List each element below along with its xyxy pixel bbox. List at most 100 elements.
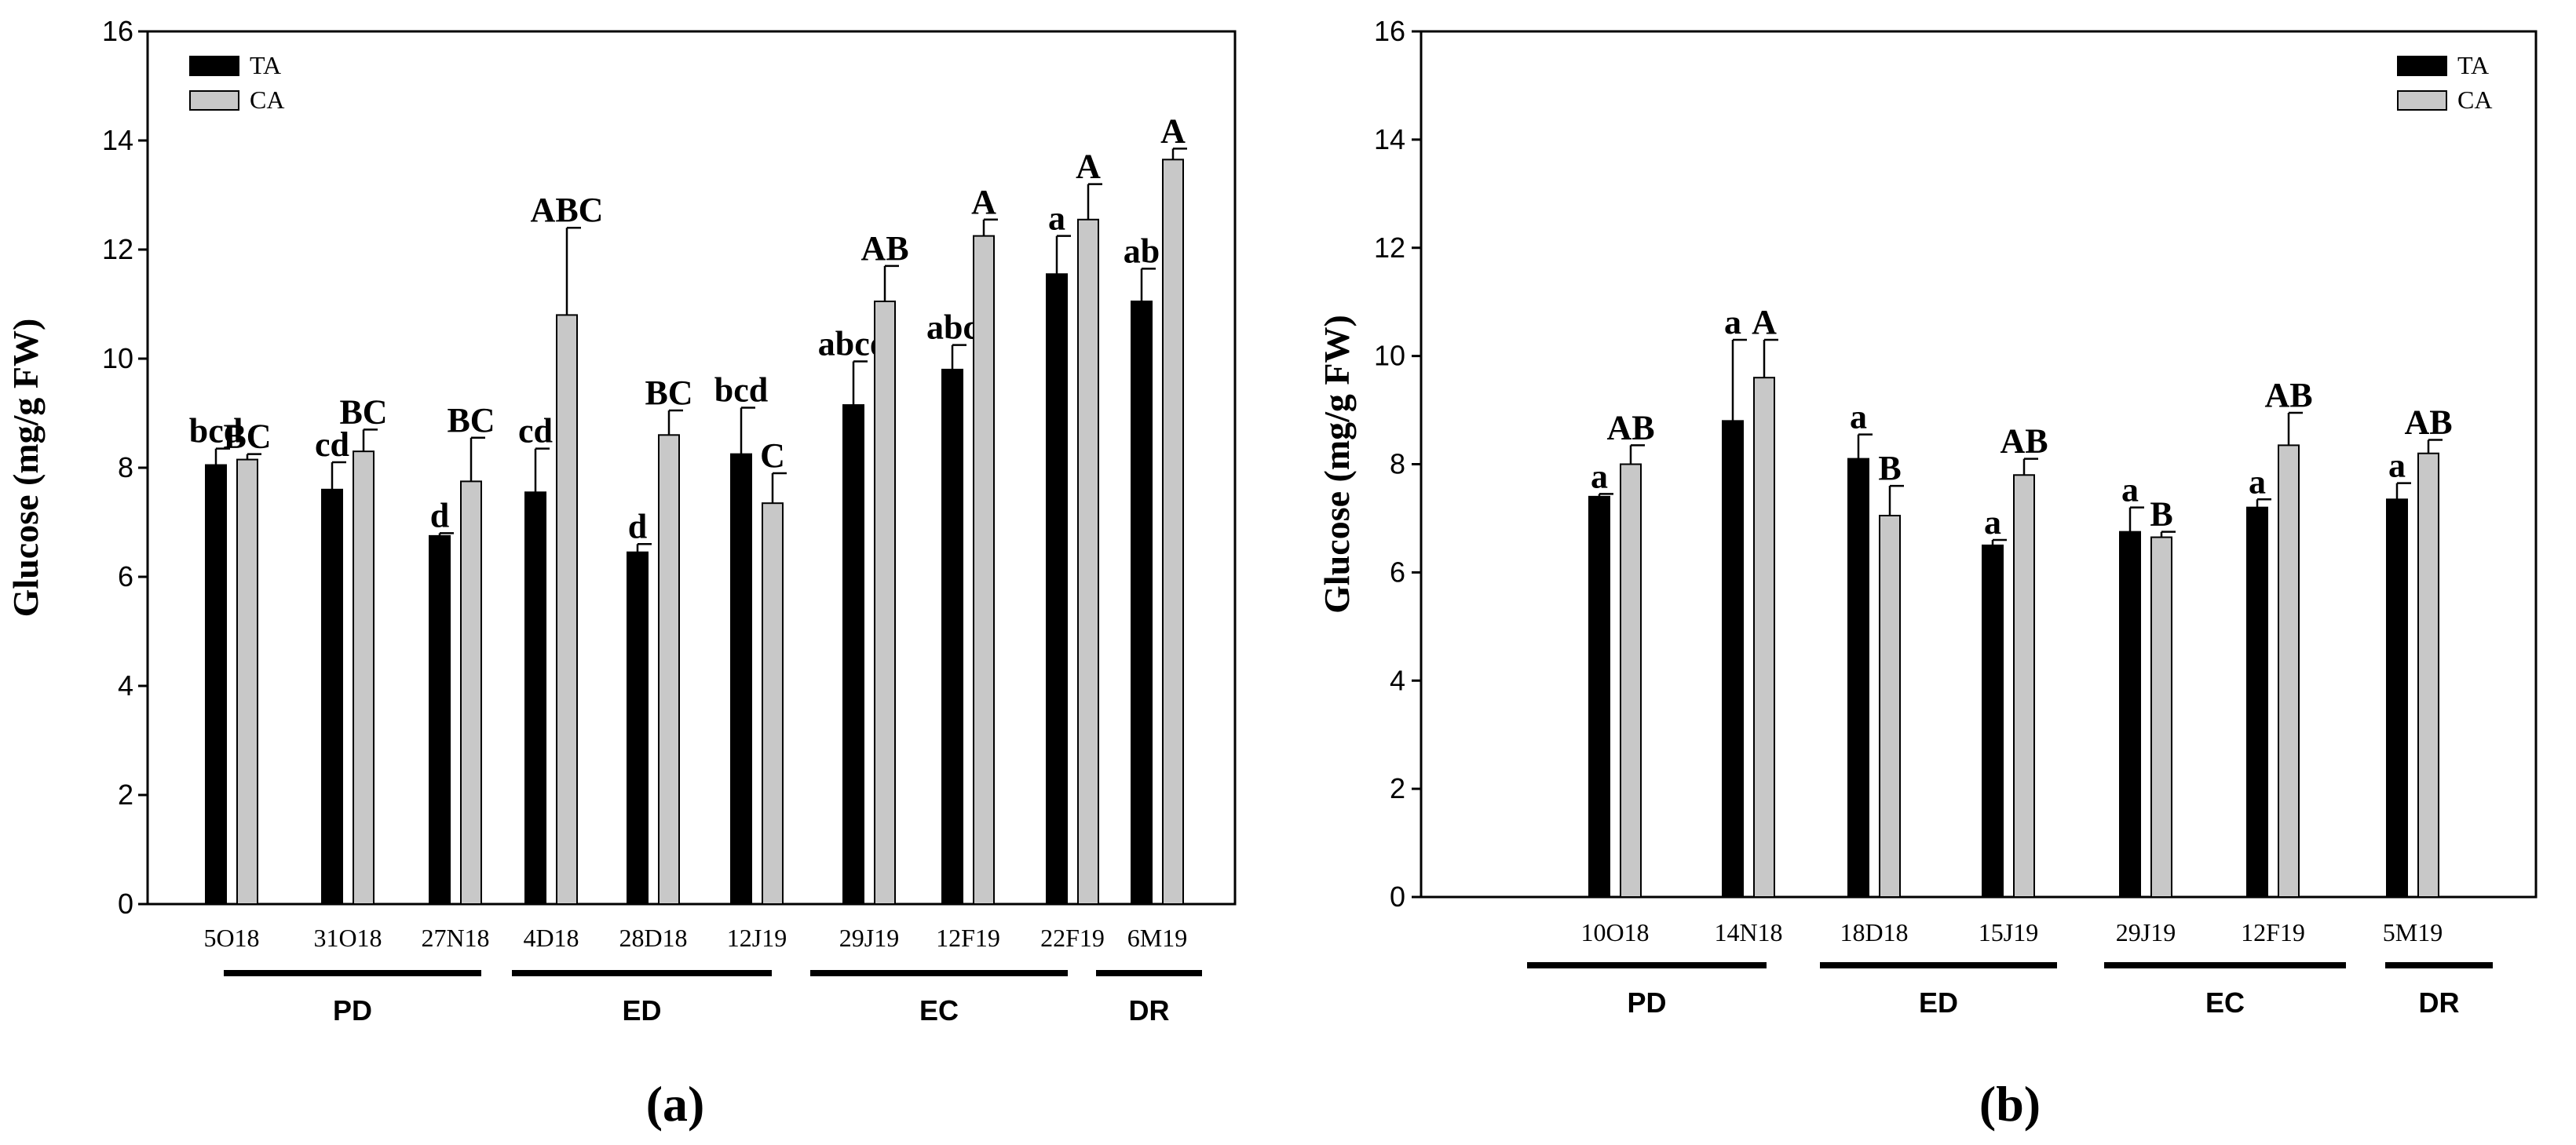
panel-b-y-tick-label: 0 [1390, 881, 1405, 913]
panel-a-sig-letter-ta-31O18: cd [315, 425, 349, 464]
panel-b-y-tick-label: 6 [1390, 556, 1405, 588]
panel-b-category-label: 12F19 [2241, 918, 2305, 946]
panel-a-sig-letter-ca-5O18: BC [223, 418, 271, 456]
panel-a-y-tick-label: 16 [102, 15, 133, 47]
panel-b-stage-label-dr: DR [2419, 986, 2460, 1019]
panel-a-bar-ta-4D18 [524, 491, 546, 905]
panel-a-sig-letter-ta-27N18: d [430, 496, 449, 534]
panel-a-bar-ta-12J19 [730, 453, 752, 905]
panel-b-legend-label-ca: CA [2457, 86, 2492, 114]
panel-a-category-label: 12F19 [936, 924, 1000, 952]
panel-a-sig-letter-ta-12F19: abc [926, 308, 978, 347]
panel-b-stage-bar-pd [1527, 962, 1767, 968]
panel-a-y-tick-label: 14 [102, 124, 133, 156]
panel-b-bar-ta-18D18 [1847, 458, 1869, 898]
panel-b-y-tick-label: 16 [1374, 15, 1405, 47]
panel-b-sig-letter-ca-10O18: AB [1606, 408, 1654, 447]
panel-a-category-label: 22F19 [1040, 924, 1105, 952]
panel-a-bar-ta-5O18 [205, 464, 227, 905]
panel-a-sig-letter-ta-4D18: cd [518, 412, 553, 450]
panel-b-y-tick-label: 4 [1390, 664, 1405, 696]
panel-a-y-tick-label: 0 [118, 888, 133, 920]
panel-a-sig-letter-ca-12F19: A [971, 183, 996, 221]
panel-b-sig-letter-ta-10O18: a [1591, 457, 1608, 495]
panel-a-stage-bar-pd [224, 970, 481, 976]
panel-b-legend-swatch-ta [2397, 56, 2447, 76]
panel-a-legend-label-ca: CA [250, 86, 284, 114]
panel-a-y-tick-label: 10 [102, 342, 133, 374]
panel-a-bar-ca-22F19 [1077, 218, 1099, 905]
panel-b-bar-ca-5M19 [2417, 452, 2439, 898]
panel-a-legend-label-ta: TA [250, 51, 281, 79]
panel-a-sig-letter-ca-27N18: BC [447, 401, 495, 439]
panel-a-bar-ta-31O18 [321, 488, 343, 905]
panel-a-bar-ca-29J19 [874, 301, 896, 905]
panel-a-bar-ca-4D18 [556, 314, 578, 905]
panel-a-sig-letter-ca-4D18: ABC [531, 191, 604, 229]
panel-a-sig-letter-ta-28D18: d [628, 507, 647, 545]
panel-b-category-label: 29J19 [2116, 918, 2176, 946]
panel-a-sig-letter-ca-29J19: AB [860, 229, 908, 268]
panel-a-category-label: 27N18 [421, 924, 489, 952]
panel-a-category-label: 4D18 [523, 924, 579, 952]
panel-a-stage-bar-dr [1096, 970, 1202, 976]
panel-b-sig-letter-ca-29J19: B [2150, 495, 2172, 534]
panel-b-sig-letter-ta-15J19: a [1984, 503, 2001, 542]
panel-a-y-tick-label: 6 [118, 560, 133, 593]
panel-b-bar-ca-14N18 [1753, 377, 1775, 898]
panel-a-sig-letter-ta-6M19: ab [1124, 232, 1160, 270]
panel-a-bar-ca-5O18 [236, 458, 258, 905]
panel-a-category-label: 5O18 [203, 924, 259, 952]
panel-a-bar-ca-6M19 [1162, 159, 1184, 905]
panel-a-bar-ta-12F19 [941, 368, 963, 905]
panel-a-legend-swatch-ca [189, 90, 239, 111]
panel-a-y-tick-label: 12 [102, 233, 133, 265]
panel-b-category-label: 15J19 [1979, 918, 2038, 946]
panel-b-bar-ca-15J19 [2013, 474, 2035, 898]
panel-a-stage-label-ec: EC [919, 994, 959, 1026]
panel-a-category-label: 31O18 [313, 924, 382, 952]
panel-b-category-label: 14N18 [1714, 918, 1782, 946]
panel-b-stage-bar-dr [2385, 962, 2493, 968]
panel-b-category-label: 5M19 [2383, 918, 2443, 946]
panel-a-y-tick-label: 8 [118, 451, 133, 483]
panel-a-bar-ta-28D18 [627, 551, 649, 905]
panel-a-category-label: 28D18 [619, 924, 687, 952]
panel-b-panel-label: (b) [1979, 1076, 2041, 1132]
panel-a-stage-label-pd: PD [333, 994, 372, 1026]
panel-a-sig-letter-ca-28D18: BC [645, 374, 692, 412]
panel-b-stage-label-pd: PD [1627, 986, 1666, 1019]
panel-a-bar-ca-31O18 [353, 450, 375, 905]
panel-b-bar-ca-29J19 [2150, 536, 2172, 898]
panel-a-sig-letter-ca-31O18: BC [339, 392, 387, 431]
panel-b-legend-label-ta: TA [2457, 51, 2489, 79]
panel-b-sig-letter-ta-5M19: a [2388, 447, 2406, 485]
panel-b-bar-ca-18D18 [1879, 514, 1901, 898]
panel-b-sig-letter-ca-18D18: B [1878, 449, 1901, 487]
panel-b-stage-label-ed: ED [1919, 986, 1958, 1019]
panel-a-stage-bar-ec [810, 970, 1068, 976]
panel-b-sig-letter-ta-14N18: a [1724, 303, 1741, 341]
panel-b-y-tick-label: 2 [1390, 772, 1405, 804]
panel-a-bar-ca-27N18 [460, 480, 482, 905]
panel-a-sig-letter-ta-12J19: bcd [714, 371, 768, 410]
panel-a-legend: TA CA [189, 51, 284, 114]
panel-a-stage-bar-ed [512, 970, 772, 976]
panel-a-bar-ta-6M19 [1131, 301, 1153, 905]
panel-b-bar-ta-29J19 [2119, 531, 2141, 898]
panel-b-sig-letter-ta-18D18: a [1850, 398, 1867, 436]
panel-a-y-tick-label: 4 [118, 669, 133, 702]
panel-a-category-label: 12J19 [727, 924, 787, 952]
panel-a-panel-label: (a) [646, 1076, 705, 1132]
panel-b-bar-ta-5M19 [2386, 498, 2408, 898]
panel-b-y-tick-label: 12 [1374, 232, 1405, 264]
panel-a-y-axis-label: Glucose (mg/g FW) [5, 319, 46, 618]
panel-b-stage-bar-ed [1820, 962, 2057, 968]
panel-b-y-tick-label: 10 [1374, 340, 1405, 372]
panel-b-bar-ca-12F19 [2278, 444, 2300, 898]
panel-b-y-tick-label: 8 [1390, 448, 1405, 480]
panel-a-legend-swatch-ta [189, 56, 239, 76]
panel-b-legend-swatch-ca [2397, 90, 2447, 111]
panel-a-plot-frame [146, 30, 1237, 906]
